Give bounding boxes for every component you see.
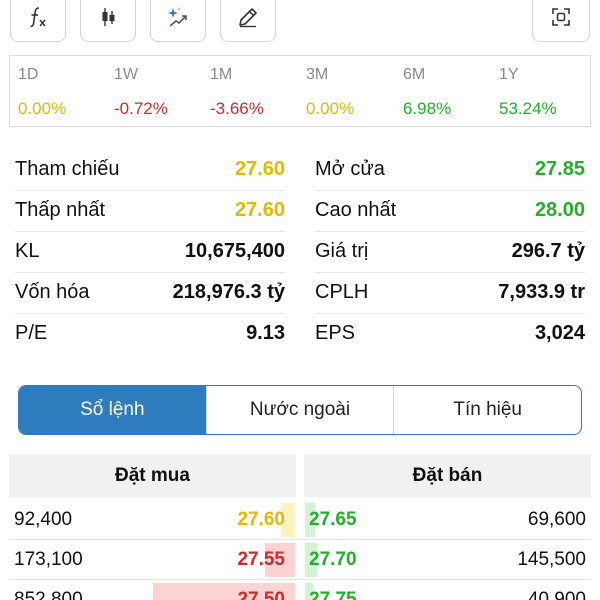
stat-reference: Tham chiếu 27.60 bbox=[15, 150, 285, 191]
ask-volume: 40,900 bbox=[527, 589, 586, 600]
stat-label: Tham chiếu bbox=[15, 158, 120, 180]
chart-toolbar bbox=[0, 0, 600, 44]
perf-1w[interactable]: 1W -0.72% bbox=[114, 56, 194, 128]
perf-value: 0.00% bbox=[306, 99, 355, 118]
stat-value: 3,024 bbox=[534, 322, 585, 344]
stat-label: EPS bbox=[315, 322, 356, 344]
tab-order-book[interactable]: Sổ lệnh bbox=[19, 386, 206, 434]
stat-pe: P/E 9.13 bbox=[15, 314, 285, 355]
fullscreen-button[interactable] bbox=[532, 0, 590, 42]
pencil-icon bbox=[239, 8, 257, 28]
stat-value: 7,933.9 tr bbox=[498, 281, 585, 303]
candlestick-button[interactable] bbox=[80, 0, 136, 42]
ask-depth-bar bbox=[305, 543, 317, 577]
ask-header: Đặt bán bbox=[304, 455, 591, 497]
bid-header: Đặt mua bbox=[9, 455, 296, 497]
perf-1m[interactable]: 1M -3.66% bbox=[210, 56, 290, 128]
perf-6m[interactable]: 6M 6.98% bbox=[403, 56, 483, 128]
perf-1y[interactable]: 1Y 53.24% bbox=[499, 56, 584, 128]
stat-label: CPLH bbox=[315, 281, 369, 303]
bid-depth-bar bbox=[153, 583, 295, 600]
tab-signals[interactable]: Tín hiệu bbox=[393, 386, 581, 434]
stat-label: P/E bbox=[15, 322, 48, 344]
perf-label: 1W bbox=[114, 66, 138, 83]
stat-label: KL bbox=[15, 240, 40, 262]
stat-value-traded: Giá trị 296.7 tỷ bbox=[315, 232, 585, 273]
ask-price: 27.75 bbox=[309, 589, 357, 600]
bid-volume: 92,400 bbox=[14, 509, 73, 530]
stat-label: Mở cửa bbox=[315, 158, 385, 180]
perf-label: 1M bbox=[210, 66, 233, 83]
perf-label: 1Y bbox=[499, 66, 519, 83]
order-book-row[interactable]: 92,400 27.60 27.65 69,600 bbox=[9, 500, 591, 540]
stat-value: 27.60 bbox=[234, 199, 285, 221]
ask-volume: 145,500 bbox=[517, 549, 586, 570]
function-button[interactable] bbox=[10, 0, 66, 42]
ask-depth-bar bbox=[305, 503, 315, 537]
stat-value: 218,976.3 tỷ bbox=[172, 281, 285, 303]
bid-depth-bar bbox=[265, 543, 295, 577]
ask-price: 27.65 bbox=[309, 509, 357, 530]
stat-value: 28.00 bbox=[534, 199, 585, 221]
function-icon bbox=[30, 7, 46, 27]
ai-sparkle-chart-icon bbox=[168, 7, 187, 27]
perf-value: 0.00% bbox=[18, 99, 67, 118]
order-book-row[interactable]: 852,800 27.50 27.75 40,900 bbox=[9, 580, 591, 600]
bid-volume: 173,100 bbox=[14, 549, 83, 570]
perf-value: 6.98% bbox=[403, 99, 452, 118]
stat-value: 9.13 bbox=[246, 322, 285, 344]
perf-label: 1D bbox=[18, 66, 39, 83]
perf-value: -3.66% bbox=[210, 99, 264, 118]
stat-label: Cao nhất bbox=[315, 199, 397, 221]
stat-shares-outstanding: CPLH 7,933.9 tr bbox=[315, 273, 585, 314]
order-book-row[interactable]: 173,100 27.55 27.70 145,500 bbox=[9, 540, 591, 580]
stat-eps: EPS 3,024 bbox=[315, 314, 585, 355]
bid-price: 27.50 bbox=[237, 589, 285, 600]
perf-label: 3M bbox=[306, 66, 329, 83]
stat-value: 27.60 bbox=[234, 158, 285, 180]
perf-value: 53.24% bbox=[499, 99, 557, 118]
stat-open: Mở cửa 27.85 bbox=[315, 150, 585, 191]
row-divider bbox=[9, 579, 591, 580]
stat-low: Thấp nhất 27.60 bbox=[15, 191, 285, 232]
bid-volume: 852,800 bbox=[14, 589, 83, 600]
tab-foreign[interactable]: Nước ngoài bbox=[205, 386, 394, 434]
stat-volume: KL 10,675,400 bbox=[15, 232, 285, 273]
perf-1d[interactable]: 1D 0.00% bbox=[18, 56, 98, 128]
stat-value: 27.85 bbox=[534, 158, 585, 180]
stat-label: Thấp nhất bbox=[15, 199, 106, 221]
perf-label: 6M bbox=[403, 66, 426, 83]
ask-volume: 69,600 bbox=[527, 509, 586, 530]
performance-strip: 1D 0.00% 1W -0.72% 1M -3.66% 3M 0.00% 6M… bbox=[9, 55, 591, 127]
ai-analysis-button[interactable] bbox=[150, 0, 206, 42]
bid-price: 27.55 bbox=[237, 549, 285, 570]
stat-market-cap: Vốn hóa 218,976.3 tỷ bbox=[15, 273, 285, 314]
bid-price: 27.60 bbox=[237, 509, 285, 530]
detail-tabs: Sổ lệnh Nước ngoài Tín hiệu bbox=[18, 385, 582, 435]
candlestick-icon bbox=[102, 8, 115, 26]
row-divider bbox=[9, 539, 591, 540]
perf-value: -0.72% bbox=[114, 99, 168, 118]
ask-price: 27.70 bbox=[309, 549, 357, 570]
stat-label: Vốn hóa bbox=[15, 281, 90, 303]
fullscreen-icon bbox=[552, 8, 570, 26]
stat-high: Cao nhất 28.00 bbox=[315, 191, 585, 232]
bid-depth-bar bbox=[281, 503, 295, 537]
draw-button[interactable] bbox=[220, 0, 276, 42]
ask-depth-bar bbox=[305, 583, 313, 600]
perf-3m[interactable]: 3M 0.00% bbox=[306, 56, 386, 128]
stat-label: Giá trị bbox=[315, 240, 369, 262]
stat-value: 296.7 tỷ bbox=[511, 240, 585, 262]
stat-value: 10,675,400 bbox=[184, 240, 285, 262]
